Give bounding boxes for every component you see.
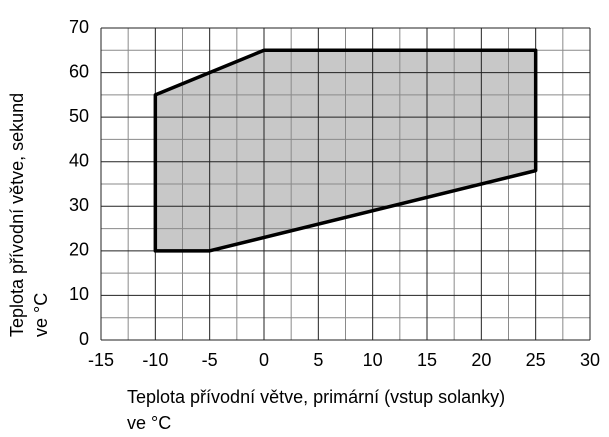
x-tick-label: 15 — [417, 350, 437, 370]
operating-area-outline — [153, 48, 538, 253]
y-tick-label: 60 — [69, 61, 89, 81]
y-tick-label: 50 — [69, 106, 89, 126]
x-tick-label: 10 — [363, 350, 383, 370]
y-tick-label: 40 — [69, 150, 89, 170]
x-tick-label: 25 — [526, 350, 546, 370]
x-tick-label: 30 — [580, 350, 600, 370]
x-tick-label: -15 — [88, 350, 114, 370]
x-tick-label: -10 — [142, 350, 168, 370]
x-tick-label: 5 — [313, 350, 323, 370]
y-tick-label: 70 — [69, 17, 89, 37]
y-tick-label: 20 — [69, 240, 89, 260]
x-axis-label: ve °C — [127, 413, 171, 433]
y-tick-label: 30 — [69, 195, 89, 215]
x-tick-label: 20 — [471, 350, 491, 370]
y-axis-label: Teplota přívodní větve, sekund — [7, 93, 27, 337]
y-tick-label: 10 — [69, 284, 89, 304]
x-tick-label: 0 — [259, 350, 269, 370]
x-axis-label: Teplota přívodní větve, primární (vstup … — [127, 387, 505, 407]
y-axis-label: ve °C — [31, 293, 51, 337]
y-tick-label: 0 — [79, 329, 89, 349]
x-tick-label: -5 — [202, 350, 218, 370]
